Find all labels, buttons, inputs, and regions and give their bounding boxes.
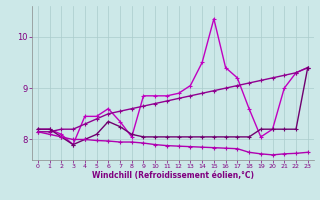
X-axis label: Windchill (Refroidissement éolien,°C): Windchill (Refroidissement éolien,°C) <box>92 171 254 180</box>
